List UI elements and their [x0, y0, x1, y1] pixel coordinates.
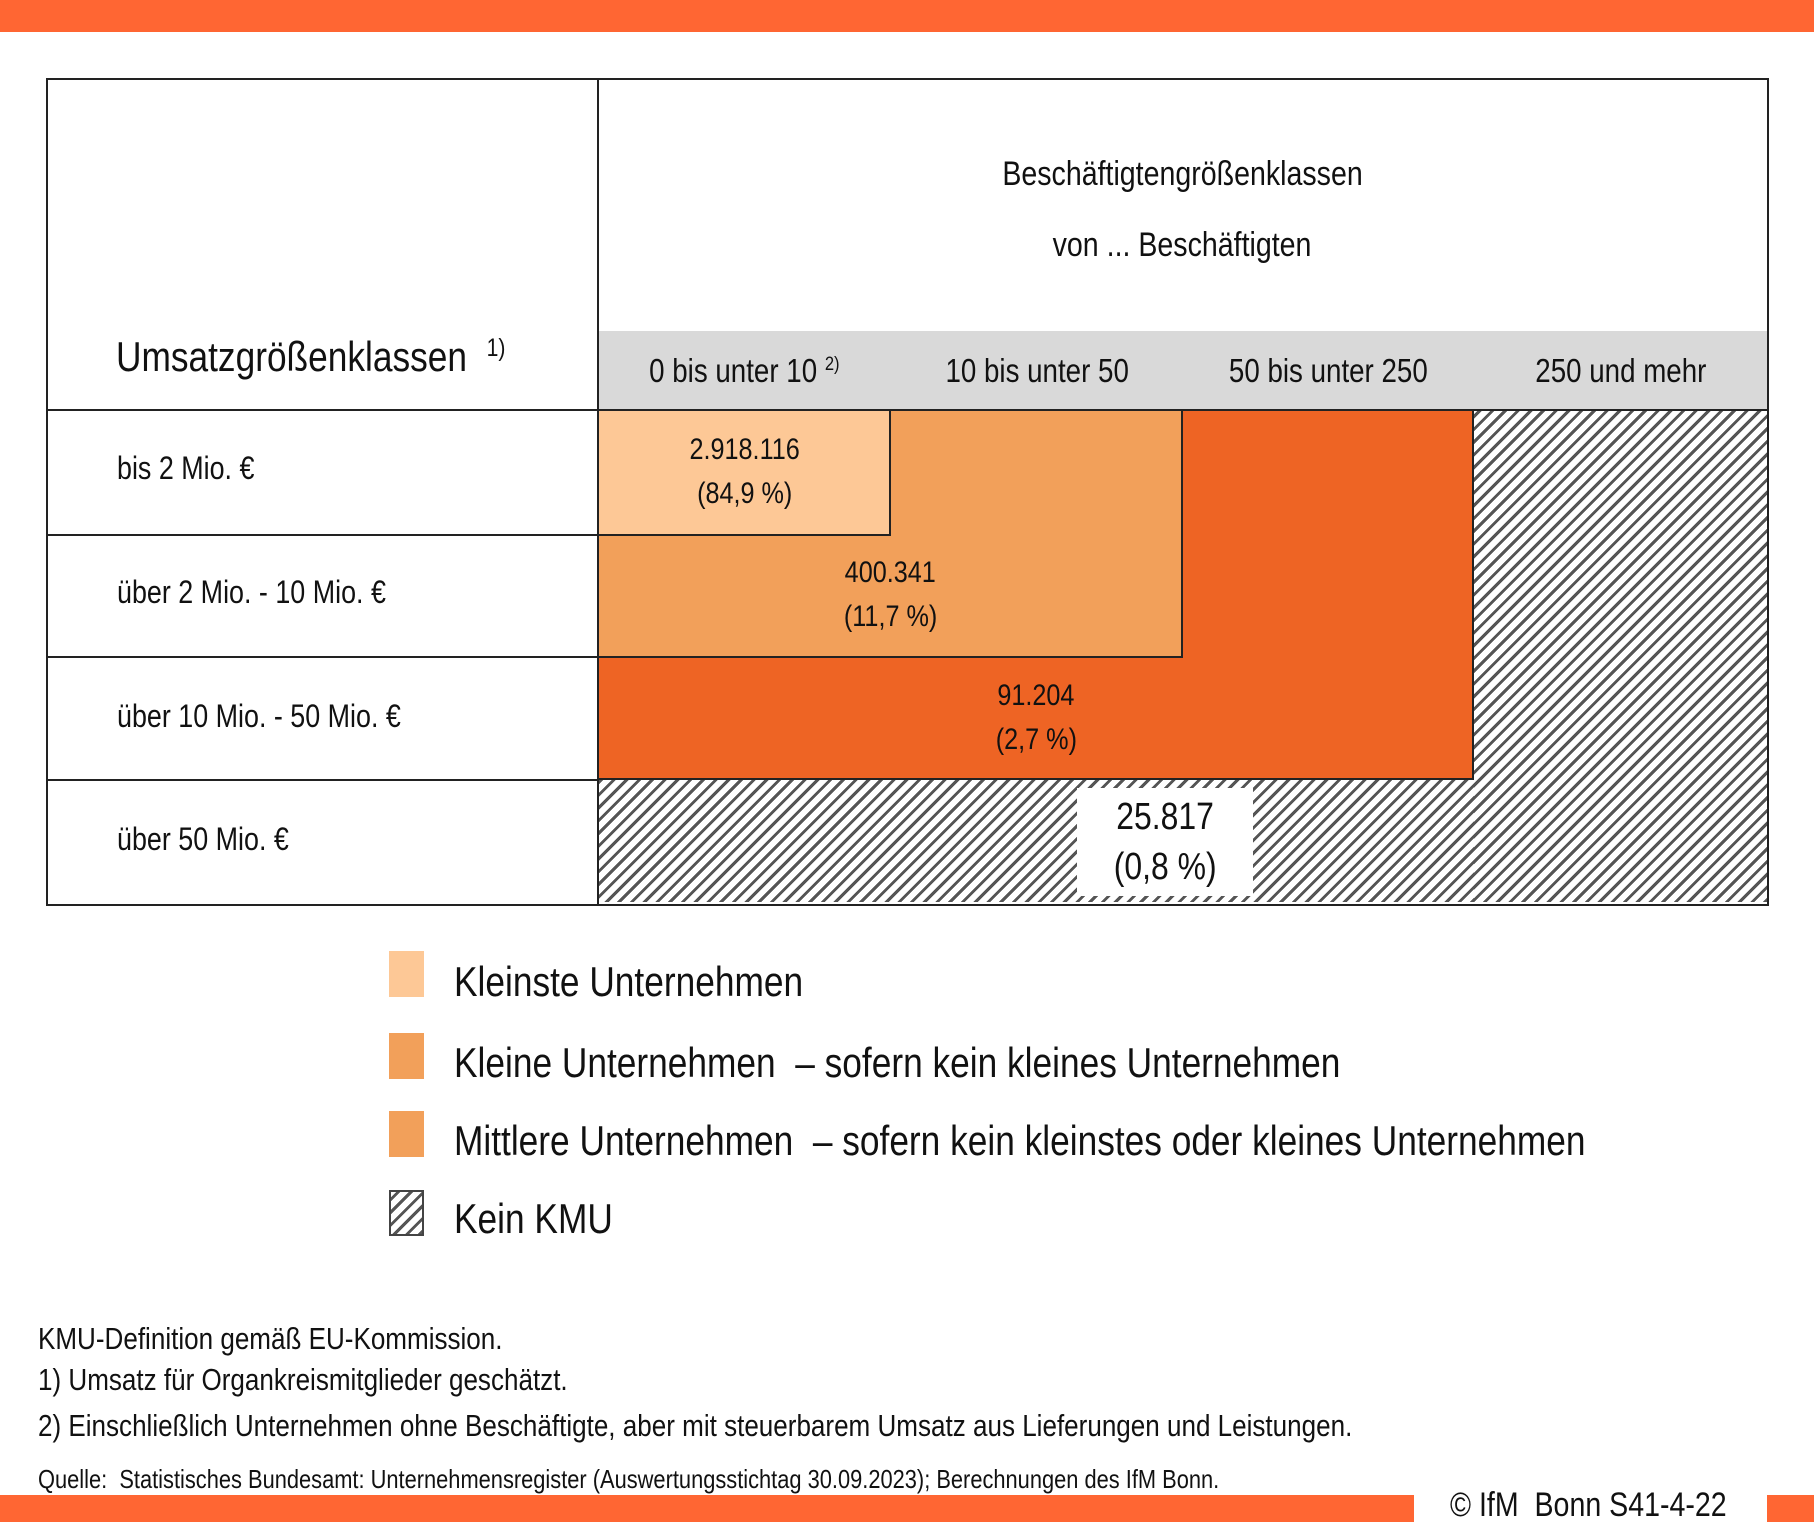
legend-item-kleinste: Kleinste Unternehmen — [454, 958, 870, 1006]
legend-label: Mittlere Unternehmen – sofern kein klein… — [454, 1117, 1586, 1164]
footnote-text: KMU-Definition gemäß EU-Kommission. — [38, 1321, 503, 1356]
row-label-1: über 2 Mio. - 10 Mio. € — [117, 574, 437, 611]
legend-swatch-kleine — [389, 1033, 424, 1079]
cell-share: (11,7 %) — [843, 600, 938, 633]
source-note: Quelle: Statistisches Bundesamt: Unterne… — [38, 1464, 1444, 1495]
copyright: © IfM Bonn S41-4-22 — [1450, 1486, 1779, 1525]
row-header-label: Umsatzgrößenklassen — [116, 333, 467, 380]
divider — [46, 534, 598, 536]
cell-count: 91.204 — [997, 679, 1075, 712]
cell-kleine: 400.341 (11,7 %) — [598, 551, 1183, 639]
row-label-text: über 2 Mio. - 10 Mio. € — [117, 574, 386, 610]
copyright-text: © IfM Bonn S41-4-22 — [1450, 1486, 1727, 1524]
column-header-3: 250 und mehr — [1474, 331, 1767, 410]
footnote-text: Quelle: Statistisches Bundesamt: Unterne… — [38, 1464, 1220, 1494]
cell-count: 400.341 — [844, 556, 937, 589]
header-title: Beschäftigtengrößenklassen — [598, 155, 1767, 194]
row-label-text: bis 2 Mio. € — [117, 450, 255, 486]
cell-mittlere: 91.204 (2,7 %) — [598, 674, 1474, 762]
cell-share: (0,8 %) — [1113, 846, 1217, 888]
top-brand-bar — [0, 0, 1814, 32]
divider — [46, 779, 598, 781]
footnote-definition: KMU-Definition gemäß EU-Kommission. — [38, 1321, 591, 1357]
cell-count: 2.918.116 — [689, 433, 800, 466]
region-kein-kmu-bottom — [598, 780, 1474, 902]
footnote-text: 1) Umsatz für Organkreismitglieder gesch… — [38, 1362, 568, 1397]
column-label: 0 bis unter 10 — [649, 351, 818, 389]
column-header-band — [598, 331, 1767, 410]
column-header-0: 0 bis unter 10 2) — [598, 331, 891, 410]
row-header-note: 1) — [486, 334, 506, 362]
legend-label: Kleinste Unternehmen — [454, 958, 804, 1005]
header-title-line1: Beschäftigtengrößenklassen — [1002, 155, 1363, 193]
row-label-text: über 50 Mio. € — [117, 821, 289, 857]
region-kleinste — [598, 410, 891, 536]
kmu-table-frame — [46, 78, 1769, 906]
column-note: 2) — [824, 352, 840, 375]
cell-share: (2,7 %) — [995, 723, 1077, 756]
legend-swatch-kein-kmu — [389, 1190, 424, 1236]
column-label: 50 bis unter 250 — [1229, 351, 1428, 389]
bottom-brand-bar-right — [1767, 1495, 1814, 1522]
footnote-1: 1) Umsatz für Organkreismitglieder gesch… — [38, 1362, 669, 1398]
cell-kleinste: 2.918.116 (84,9 %) — [598, 428, 891, 516]
divider — [46, 656, 598, 658]
divider — [597, 78, 599, 904]
legend-item-mittlere: Mittlere Unternehmen – sofern kein klein… — [454, 1117, 1801, 1165]
row-label-text: über 10 Mio. - 50 Mio. € — [117, 698, 401, 734]
region-kein-kmu-right — [1474, 410, 1767, 902]
footnote-2: 2) Einschließlich Unternehmen ohne Besch… — [38, 1408, 1603, 1444]
header-title-line2: von ... Beschäftigten — [1053, 226, 1312, 264]
cell-share: (84,9 %) — [696, 477, 793, 510]
legend-item-kein-kmu: Kein KMU — [454, 1195, 643, 1243]
legend-label: Kein KMU — [454, 1195, 613, 1242]
legend-swatch-kleinste — [389, 951, 424, 997]
column-label: 10 bis unter 50 — [945, 351, 1129, 389]
column-header-1: 10 bis unter 50 — [891, 331, 1183, 410]
header-subtitle: von ... Beschäftigten — [598, 226, 1767, 265]
row-header: Umsatzgrößenklassen 1) — [116, 333, 580, 381]
cell-count: 25.817 — [1116, 796, 1214, 838]
column-header-2: 50 bis unter 250 — [1183, 331, 1474, 410]
footnote-text: 2) Einschließlich Unternehmen ohne Besch… — [38, 1408, 1353, 1443]
legend-label: Kleine Unternehmen – sofern kein kleines… — [454, 1039, 1341, 1086]
row-label-2: über 10 Mio. - 50 Mio. € — [117, 698, 455, 735]
cell-kein-kmu: 25.817 (0,8 %) — [1077, 788, 1253, 896]
divider — [46, 409, 1767, 411]
legend-item-kleine: Kleine Unternehmen – sofern kein kleines… — [454, 1039, 1509, 1087]
column-label: 250 und mehr — [1534, 351, 1707, 389]
row-label-3: über 50 Mio. € — [117, 821, 322, 858]
row-label-0: bis 2 Mio. € — [117, 450, 281, 487]
bottom-brand-bar — [0, 1495, 1414, 1522]
legend-swatch-mittlere — [389, 1111, 424, 1157]
